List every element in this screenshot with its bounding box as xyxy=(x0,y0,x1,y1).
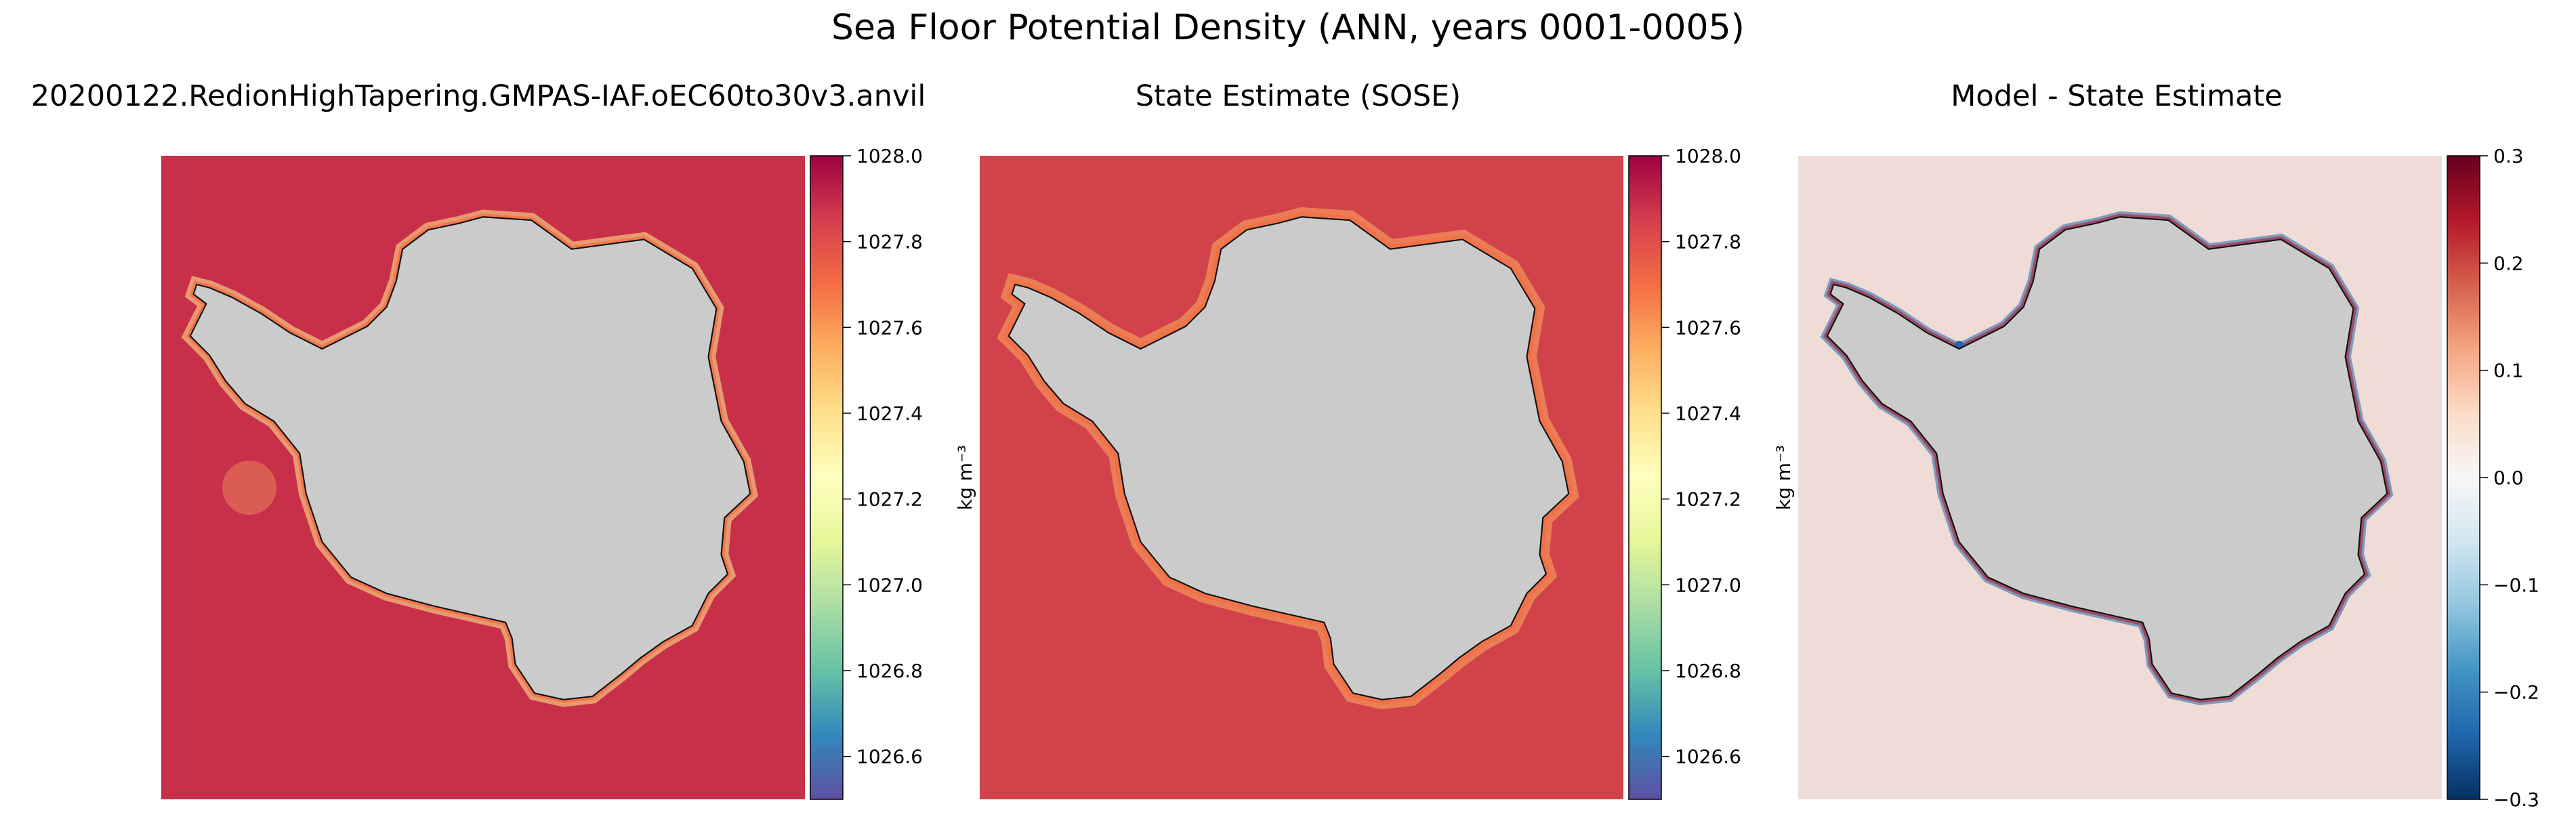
colorbar-tick-label: 1027.6 xyxy=(1675,316,1741,339)
colorbar-tick-label: 1026.8 xyxy=(1675,660,1741,682)
colorbar-tick-label: 1026.8 xyxy=(856,660,923,682)
colorbar-gradient xyxy=(810,155,844,800)
colorbar-obs: 1026.6 1026.8 1027.0 1027.2 1027.4 1027.6 1027… xyxy=(1628,145,1795,800)
colorbar-gradient xyxy=(2447,155,2480,800)
colorbar-tick-label: 1027.8 xyxy=(1675,231,1741,253)
map-model xyxy=(161,156,805,799)
colorbar-tick-label: 1027.0 xyxy=(856,574,923,596)
colorbar-tick-label: 0.1 xyxy=(2493,360,2524,382)
panel-title: 20200122.RedionHighTapering.GMPAS-IAF.oE… xyxy=(31,79,926,113)
colorbar-tick-label: 1026.6 xyxy=(856,746,923,768)
colorbar-tick-label: −0.2 xyxy=(2493,681,2539,704)
colorbar-tick-label: 1027.2 xyxy=(1675,488,1741,511)
colorbar-gradient xyxy=(1628,155,1662,800)
colorbar-bias: −0.3−0.2−0.10.00.10.20.3kg m⁻³ xyxy=(2447,145,2539,811)
colorbar-tick-label: 1027.8 xyxy=(856,231,923,253)
colorbar-tick-label: −0.3 xyxy=(2493,788,2539,811)
panel-title: Model - State Estimate xyxy=(1951,79,2282,113)
suptitle: Sea Floor Potential Density (ANN, years … xyxy=(831,7,1745,48)
panel-title: State Estimate (SOSE) xyxy=(1136,79,1461,113)
colorbar-tick-label: 0.3 xyxy=(2493,145,2524,167)
panel-obs: State Estimate (SOSE) 1026.6 1026.8 1027.0… xyxy=(980,79,1795,800)
colorbar-model: 1026.6 1026.8 1027.0 1027.2 1027.4 1027.6 1027… xyxy=(810,145,976,800)
map-obs xyxy=(980,156,1623,799)
colorbar-tick-label: 1026.6 xyxy=(1675,746,1741,768)
shelf-water-patch xyxy=(222,461,276,515)
colorbar-tick-label: 1028.0 xyxy=(1675,145,1741,167)
colorbar-tick-label: 0.2 xyxy=(2493,252,2524,274)
colorbar-tick-label: 1027.4 xyxy=(1675,402,1741,425)
colorbar-tick-label: 1027.0 xyxy=(1675,574,1741,596)
colorbar-tick-label: −0.1 xyxy=(2493,574,2539,596)
colorbar-tick-label: 0.0 xyxy=(2493,467,2524,489)
panel-model: 20200122.RedionHighTapering.GMPAS-IAF.oE… xyxy=(31,79,976,800)
colorbar-label: kg m⁻³ xyxy=(954,445,976,510)
map-bias xyxy=(1798,156,2442,799)
panel-bias: Model - State Estimate −0.3 −0.2 −0.1 0.0 0.… xyxy=(1798,79,2539,811)
colorbar-tick-label: 1027.2 xyxy=(856,488,923,511)
colorbar-tick-label: 1028.0 xyxy=(856,145,923,167)
colorbar-tick-label: 1027.4 xyxy=(856,402,923,425)
colorbar-tick-label: 1027.6 xyxy=(856,316,923,339)
colorbar-label: kg m⁻³ xyxy=(1772,445,1795,510)
